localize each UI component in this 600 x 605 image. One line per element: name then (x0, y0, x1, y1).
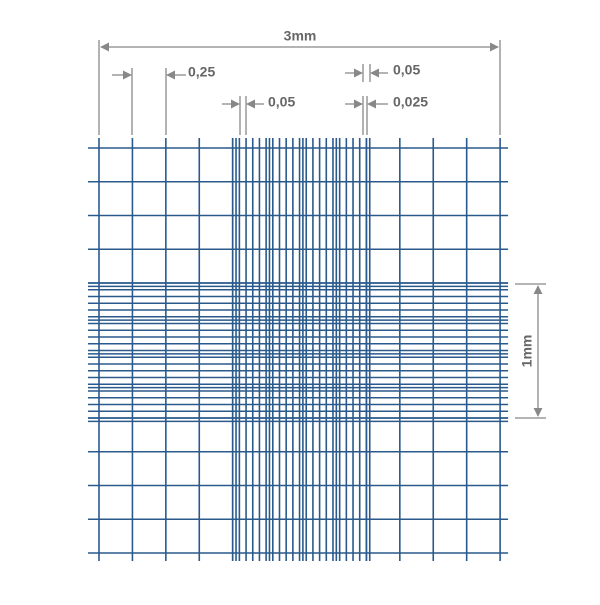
width-label: 3mm (284, 28, 317, 44)
dimension-lines (98, 40, 546, 419)
grid (88, 138, 509, 561)
triple-line-label: 0,025 (393, 94, 428, 110)
small-square-label: 0,05 (393, 62, 420, 78)
large-square-label: 0,25 (188, 64, 215, 80)
height-label: 1mm (519, 335, 535, 368)
small-square-label: 0,05 (268, 94, 295, 110)
